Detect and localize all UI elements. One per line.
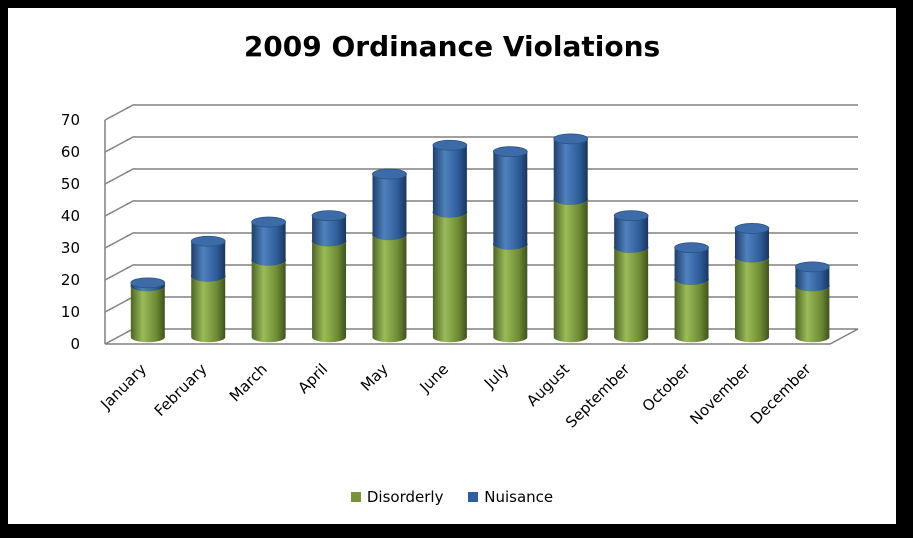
chart-legend: Disorderly Nuisance <box>8 488 896 506</box>
chart-frame: 2009 Ordinance Violations 0 10 20 30 40 50 60 7… <box>8 8 896 524</box>
x-tick-label: November <box>686 360 754 428</box>
bar-disorderly-march <box>251 260 286 343</box>
bar-disorderly-august <box>553 199 588 343</box>
bar-nuisance-december <box>795 266 830 292</box>
y-tick-label: 0 <box>70 335 80 353</box>
y-tick-label: 70 <box>61 111 80 129</box>
bar-disorderly-february <box>191 276 226 343</box>
gridline <box>104 200 858 217</box>
bar-nuisance-august-top <box>553 133 589 145</box>
bar-disorderly-january <box>130 286 165 343</box>
legend-item-disorderly: Disorderly <box>350 488 444 506</box>
bar-nuisance-august <box>553 138 588 205</box>
bar-nuisance-march-top <box>251 216 287 228</box>
legend-swatch-disorderly <box>350 492 361 502</box>
legend-label-disorderly: Disorderly <box>366 488 444 506</box>
bar-disorderly-may <box>372 234 407 343</box>
bar-disorderly-october <box>674 279 709 343</box>
bar-disorderly-november <box>734 257 769 343</box>
bar-nuisance-september-top <box>613 210 649 222</box>
x-tick-label: January <box>96 360 150 414</box>
y-tick-label: 50 <box>61 175 80 193</box>
x-tick-label: October <box>639 360 695 416</box>
legend-item-nuisance: Nuisance <box>468 488 553 506</box>
bar-nuisance-february <box>191 241 226 282</box>
y-tick-label: 40 <box>61 207 80 225</box>
bar-nuisance-july <box>493 151 528 250</box>
bar-disorderly-july <box>493 244 528 343</box>
bar-disorderly-april <box>312 241 347 343</box>
x-tick-label: March <box>226 360 271 405</box>
chart-plot: 0 10 20 30 40 50 60 70 January February March April… <box>61 104 859 432</box>
legend-swatch-nuisance <box>468 492 479 502</box>
y-tick-label: 30 <box>61 239 80 257</box>
x-tick-label: September <box>562 360 634 432</box>
bar-nuisance-february-top <box>190 235 226 247</box>
bar-nuisance-june-top <box>432 139 468 151</box>
x-tick-label: December <box>747 360 815 428</box>
gridline <box>104 104 858 121</box>
bar-disorderly-june <box>432 212 467 343</box>
bar-nuisance-november-top <box>734 223 770 234</box>
y-tick-label: 20 <box>61 271 80 289</box>
bar-nuisance-september <box>614 215 649 253</box>
bar-nuisance-january-top <box>130 277 166 289</box>
x-tick-label: February <box>151 360 211 420</box>
y-tick-label: 60 <box>61 143 80 161</box>
bar-nuisance-may <box>372 174 407 240</box>
chart-title: 2009 Ordinance Violations <box>243 30 661 63</box>
gridline <box>104 136 858 153</box>
bar-nuisance-october <box>674 247 709 285</box>
chart-floor <box>104 328 859 345</box>
bar-nuisance-march <box>251 222 286 266</box>
x-tick-label: May <box>357 360 392 395</box>
y-tick-label: 10 <box>61 303 80 321</box>
bar-nuisance-april-top <box>311 210 347 222</box>
bar-disorderly-december <box>795 286 830 343</box>
bar-nuisance-november <box>734 228 769 263</box>
bar-nuisance-december-top <box>794 261 830 273</box>
bar-disorderly-september <box>614 247 649 343</box>
gridline <box>104 168 858 185</box>
bar-nuisance-may-top <box>372 168 407 180</box>
x-tick-label: July <box>480 360 513 393</box>
x-tick-label: April <box>294 360 331 397</box>
x-tick-label: June <box>416 360 453 397</box>
bar-nuisance-october-top <box>674 242 709 254</box>
bar-nuisance-june <box>432 145 467 218</box>
bar-nuisance-april <box>312 215 347 247</box>
bar-nuisance-july-top <box>492 146 528 158</box>
legend-label-nuisance: Nuisance <box>484 488 554 506</box>
x-tick-label: August <box>523 360 573 410</box>
